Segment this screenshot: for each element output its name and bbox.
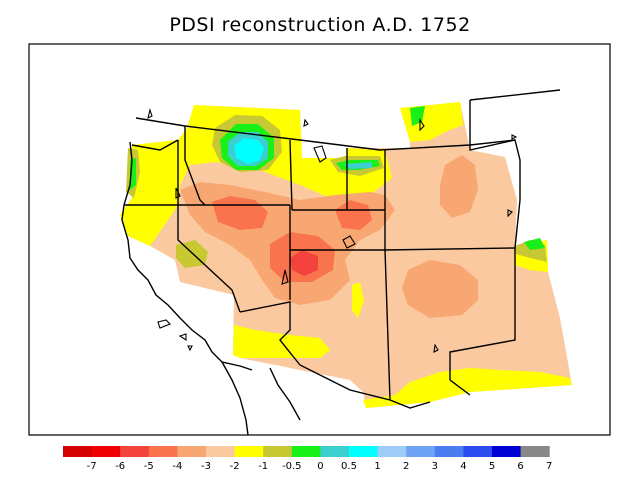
pdsi-green-east — [524, 238, 545, 250]
pdsi-orange-southeast — [402, 260, 478, 318]
legend-swatch — [463, 446, 493, 457]
legend-tick-label: -7 — [87, 461, 97, 472]
legend-swatch — [434, 446, 464, 457]
pdsi-red-orange-northcentral — [335, 200, 372, 230]
legend-swatch — [263, 446, 293, 457]
border-lines — [124, 89, 561, 409]
legend-tick-label: 0 — [317, 461, 323, 472]
legend-swatch — [349, 446, 379, 457]
legend-tick-label: 5 — [489, 461, 495, 472]
legend-tick-label: 1 — [374, 461, 380, 472]
legend-swatch — [148, 446, 178, 457]
legend-swatch — [91, 446, 121, 457]
legend-tick-label: -5 — [144, 461, 154, 472]
pdsi-yellow-northwest — [120, 105, 392, 246]
legend-tick-label: -0.5 — [282, 461, 302, 472]
legend-tick-label: 6 — [517, 461, 523, 472]
pdsi-cyan-north — [234, 138, 264, 164]
legend-swatch — [520, 446, 550, 457]
pdsi-yellow-south — [363, 368, 572, 408]
legend-tick-label: 7 — [546, 461, 552, 472]
legend-tick-label: 2 — [403, 461, 409, 472]
legend-tick-label: -1 — [258, 461, 268, 472]
legend-swatch — [377, 446, 407, 457]
legend-swatch — [120, 446, 150, 457]
legend-swatch — [63, 446, 93, 457]
legend-swatch — [234, 446, 264, 457]
legend-tick-label: -2 — [230, 461, 240, 472]
legend-swatch — [492, 446, 522, 457]
gulf-coast — [269, 367, 301, 421]
legend-swatch — [177, 446, 207, 457]
legend-swatch — [206, 446, 236, 457]
lakes — [147, 108, 518, 353]
pdsi-yellow-central-dot — [352, 282, 364, 318]
pdsi-teal-north-central — [344, 162, 372, 169]
legend-swatch — [291, 446, 321, 457]
legend-tick-label: 4 — [460, 461, 466, 472]
legend-swatch — [320, 446, 350, 457]
baja-coast — [221, 361, 249, 436]
pdsi-red-central — [290, 250, 318, 276]
map-title: PDSI reconstruction A.D. 1752 — [169, 14, 471, 36]
legend-tick-label: -3 — [201, 461, 211, 472]
legend-swatch — [406, 446, 436, 457]
pdsi-orange-northeast — [440, 155, 478, 218]
legend-tick-label: 3 — [432, 461, 438, 472]
legend-tick-label: -6 — [115, 461, 125, 472]
legend-tick-label: -4 — [172, 461, 182, 472]
legend-tick-label: 0.5 — [341, 461, 357, 472]
coastline — [121, 141, 253, 371]
